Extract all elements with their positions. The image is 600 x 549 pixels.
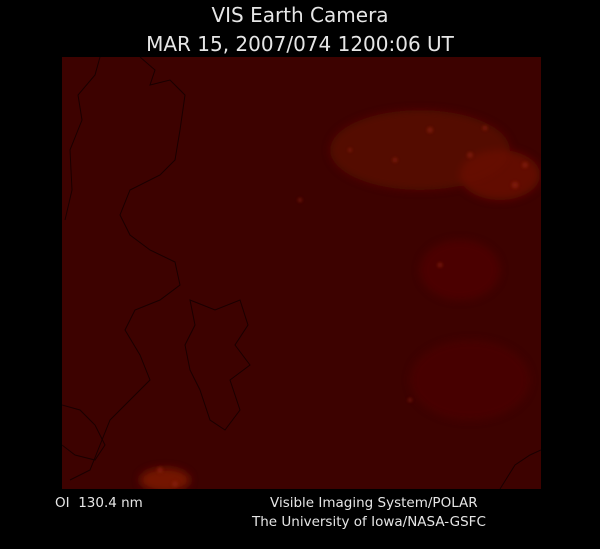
coastlines (62, 57, 541, 489)
institution-label: The University of Iowa/NASA-GSFC (251, 514, 486, 530)
earth-image (62, 57, 541, 489)
speckles (157, 125, 528, 487)
title: VIS Earth Camera (211, 3, 388, 27)
airglow (140, 110, 540, 489)
instrument-label: Visible Imaging System/POLAR (270, 495, 478, 511)
wavelength-label: OI 130.4 nm (55, 495, 143, 511)
timestamp: MAR 15, 2007/074 1200:06 UT (146, 32, 455, 56)
